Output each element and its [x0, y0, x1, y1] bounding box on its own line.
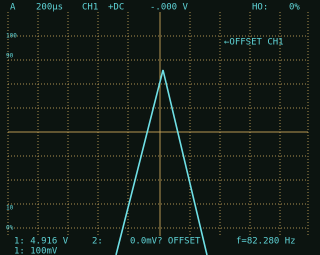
- scope-screen: A 200μs CH1 +DC -.000 V HO: 0% ←OFFSET C…: [0, 0, 313, 255]
- offset-note: ←OFFSET CH1: [224, 38, 284, 48]
- ch2-label: 2:: [92, 237, 103, 247]
- timebase: 200μs: [36, 3, 63, 13]
- scale-label: 0%: [6, 225, 14, 232]
- holdoff-label: HO:: [252, 3, 268, 13]
- frequency: f=82.280 Hz: [236, 237, 296, 247]
- ch1-value: 1: 4.916 V: [14, 237, 69, 247]
- coupling: +DC: [108, 3, 124, 13]
- ch2-value: 0.0mV? OFFSET: [130, 237, 201, 247]
- holdoff-value: 0%: [289, 3, 300, 13]
- scale-label: 90: [6, 53, 14, 60]
- scale-label: 10: [6, 205, 14, 212]
- ch1-scale: 1: 100mV: [14, 247, 58, 255]
- trigger-level: -.000 V: [150, 3, 189, 13]
- scale-label: 100: [6, 33, 17, 40]
- mode: A: [10, 3, 16, 13]
- channel: CH1: [82, 3, 98, 13]
